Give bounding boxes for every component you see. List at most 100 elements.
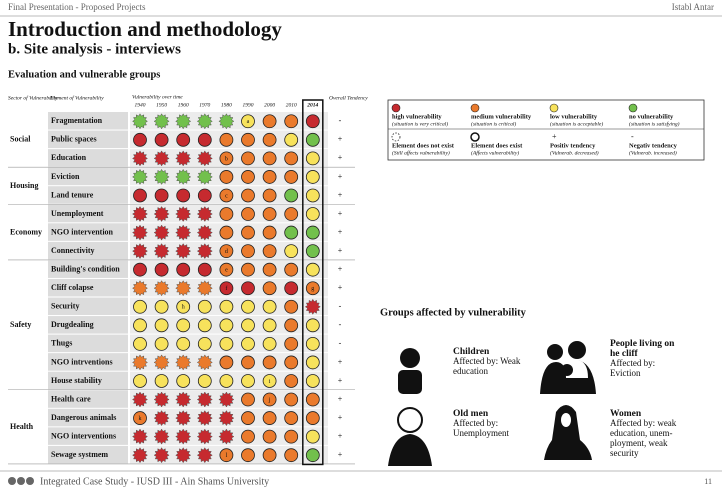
- status-dot: [132, 243, 148, 260]
- status-dot: [133, 336, 147, 351]
- status-dot: [154, 299, 169, 314]
- title: Introduction and methodology: [8, 17, 282, 41]
- tendency: +: [338, 357, 343, 366]
- element-cell: [48, 408, 128, 427]
- status-dot: [132, 391, 148, 408]
- status-dot: [284, 374, 299, 388]
- element-label: House stability: [51, 376, 102, 385]
- dot-letter: g: [311, 286, 314, 292]
- dot-letter: k: [139, 416, 142, 422]
- status-dot: [133, 374, 147, 388]
- status-dot: [132, 224, 148, 241]
- status-dot: [284, 299, 299, 314]
- dot-letter: h: [182, 305, 185, 311]
- status-dot: [262, 132, 277, 147]
- legend-dot: [470, 103, 480, 113]
- status-dot: [219, 336, 234, 351]
- status-dot: [196, 447, 213, 464]
- status-dot: [219, 188, 234, 203]
- header-right: Istabl Antar: [672, 2, 714, 12]
- status-dot: [305, 170, 320, 184]
- status-dot: [218, 391, 235, 408]
- status-dot: [262, 336, 277, 351]
- element-label: Dangerous animals: [51, 413, 116, 422]
- status-dot: [241, 132, 255, 147]
- status-dot: [262, 429, 277, 444]
- status-dot: [132, 168, 148, 185]
- head-time: Vulnerability over time: [132, 94, 183, 100]
- legend-note: (Vulnerab. decreased): [550, 149, 599, 156]
- status-dot: [219, 225, 234, 240]
- legend-label: Negativ tendency: [629, 142, 678, 149]
- group-text: education, unem-: [610, 428, 672, 438]
- status-dot: [262, 262, 277, 277]
- status-dot: [284, 132, 299, 147]
- legend-label: Element does exist: [471, 142, 523, 149]
- status-dot: [196, 428, 213, 445]
- tendency: -: [339, 320, 342, 329]
- element-label: Connectivity: [51, 246, 95, 255]
- status-dot: [132, 150, 148, 167]
- tendency: +: [338, 135, 343, 144]
- status-dot: [284, 114, 299, 129]
- status-dot: [219, 170, 234, 184]
- status-dot: [262, 392, 277, 407]
- dot-letter: c: [225, 193, 228, 199]
- status-dot: [196, 206, 213, 222]
- status-dot: [175, 447, 192, 464]
- group-text: Affected by:: [453, 418, 498, 428]
- element-cell: [48, 130, 128, 149]
- year: 1960: [178, 102, 189, 108]
- element-cell: [48, 297, 128, 316]
- element-cell: [48, 204, 128, 223]
- tendency: -: [339, 302, 342, 311]
- legend-note: (Still affects vulnerability): [392, 149, 450, 156]
- legend-dot: [391, 103, 401, 113]
- status-dot: [241, 114, 255, 129]
- status-dot: [284, 262, 299, 277]
- status-dot: [154, 336, 169, 351]
- element-label: Eviction: [51, 172, 80, 181]
- status-dot: [241, 244, 255, 259]
- tendency: +: [338, 153, 343, 162]
- status-dot: [284, 318, 299, 333]
- status-dot: [175, 428, 192, 445]
- group-text: security: [610, 448, 639, 458]
- status-dot: [305, 151, 320, 166]
- group-text: Affected by: Weak: [453, 356, 521, 366]
- status-dot: [219, 355, 234, 370]
- status-dot: [284, 429, 299, 444]
- status-dot: [219, 318, 234, 333]
- group-name: Old men: [453, 409, 489, 419]
- status-dot: [176, 262, 191, 277]
- current-year-frame: [302, 99, 324, 466]
- element-label: Security: [51, 302, 79, 311]
- status-dot: [262, 244, 277, 259]
- status-dot: [196, 280, 213, 297]
- head-tendency: Overall Tendency: [329, 95, 368, 101]
- element-cell: [48, 149, 128, 167]
- status-dot: [284, 151, 299, 166]
- status-dot: [133, 132, 147, 147]
- status-dot: [241, 411, 255, 425]
- legend-ring: [470, 132, 480, 142]
- status-dot: [262, 448, 277, 463]
- element-cell: [48, 353, 128, 371]
- group-name: People living on he cliff: [610, 339, 677, 359]
- status-dot: [219, 244, 234, 259]
- element-label: Thugs: [51, 339, 72, 348]
- icon-women: [544, 405, 592, 460]
- status-dot: [153, 243, 170, 260]
- legend-dot: [628, 103, 638, 113]
- status-dot: [219, 207, 234, 221]
- legend-label: no vulnerability: [629, 113, 674, 120]
- element-cell: [48, 241, 128, 260]
- status-dot: [196, 391, 213, 408]
- status-dot: [241, 429, 255, 444]
- status-dot: [284, 336, 299, 351]
- sector-label: Health: [10, 422, 34, 431]
- groups-heading: Groups affected by vulnerability: [380, 307, 527, 318]
- status-dot: [262, 207, 277, 221]
- element-cell: [48, 445, 128, 464]
